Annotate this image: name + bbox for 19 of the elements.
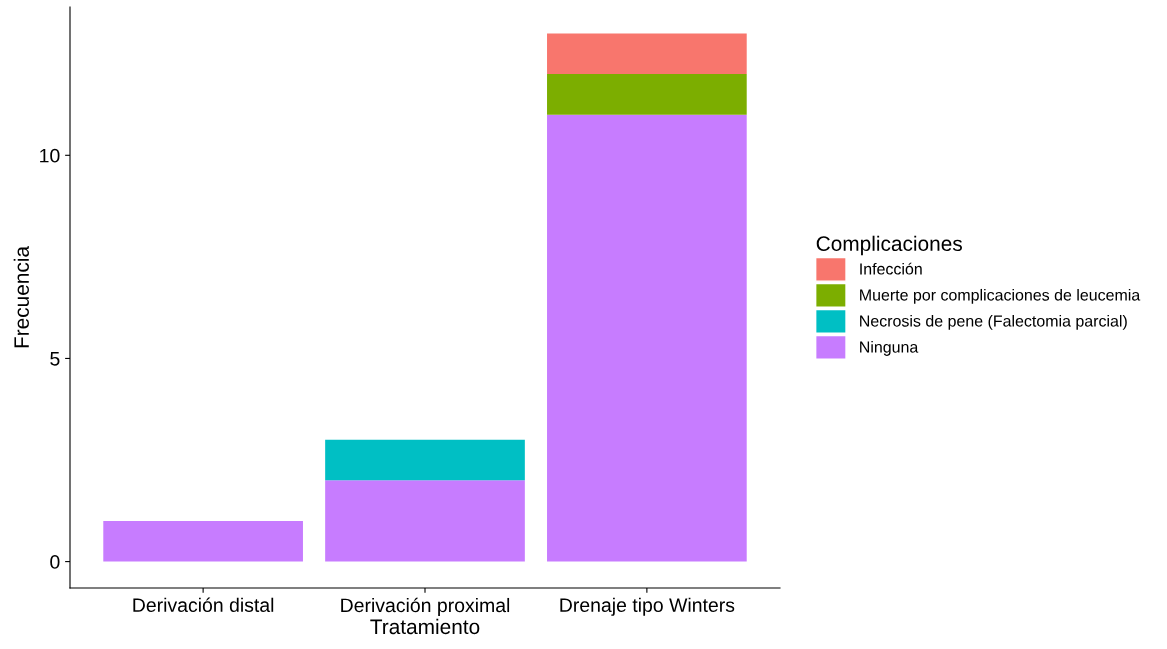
legend-label: Muerte por complicaciones de leucemia [860,288,1141,304]
y-tick-label: 10 [40,148,60,163]
bar [325,439,525,481]
y-tick-label: 5 [50,352,60,366]
y-axis-title: Frecuencia [13,245,29,348]
legend-label: Infección [860,262,922,275]
bar [547,74,747,115]
legend-title: Complicaciones [816,235,962,256]
bar [325,480,525,562]
x-tick-label: Derivación distal [133,597,274,612]
bar [103,520,303,562]
x-tick-label: Drenaje tipo Winters [560,597,735,616]
legend-label: Necrosis de pene (Falectomia parcial) [860,314,1127,330]
x-axis-title: Tratamiento [370,618,480,635]
y-tick-label: 0 [50,555,60,569]
legend-label: Ninguna [860,341,919,356]
bar [547,33,747,75]
x-tick-label: Derivación proximal [341,597,510,617]
bar [547,114,747,562]
